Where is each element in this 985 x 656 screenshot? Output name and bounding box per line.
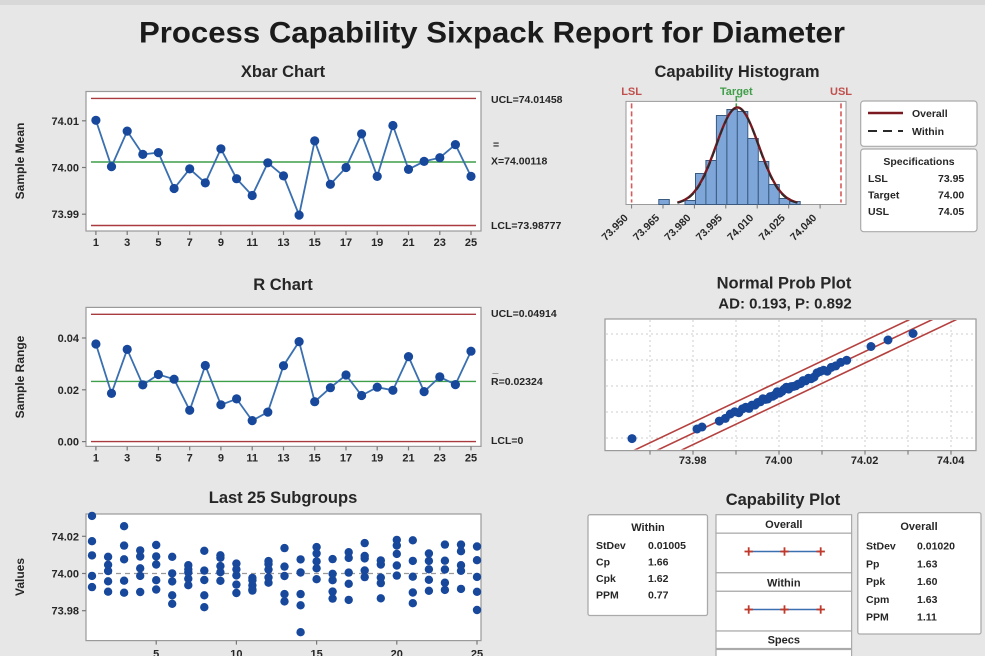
svg-text:15: 15 (309, 237, 321, 249)
svg-text:3: 3 (124, 237, 130, 249)
svg-text:Target: Target (868, 190, 900, 202)
svg-text:7: 7 (187, 452, 193, 464)
svg-text:11: 11 (246, 452, 258, 464)
svg-text:PPM: PPM (866, 612, 889, 624)
svg-text:74.04: 74.04 (937, 455, 965, 467)
svg-text:10: 10 (230, 649, 242, 656)
svg-text:Capability Histogram: Capability Histogram (654, 63, 819, 81)
svg-text:9: 9 (218, 452, 224, 464)
svg-text:1: 1 (93, 452, 99, 464)
svg-text:19: 19 (371, 452, 383, 464)
svg-text:X=74.00118: X=74.00118 (491, 156, 548, 168)
svg-text:Sample Mean: Sample Mean (13, 123, 27, 200)
svg-text:19: 19 (371, 237, 383, 249)
svg-text:74.00: 74.00 (51, 569, 79, 581)
svg-text:Overall: Overall (912, 108, 948, 120)
svg-text:0.01005: 0.01005 (648, 540, 686, 552)
svg-text:1.66: 1.66 (648, 557, 669, 569)
svg-text:AD: 0.193, P: 0.892: AD: 0.193, P: 0.892 (718, 296, 851, 313)
svg-text:73.98: 73.98 (679, 455, 707, 467)
svg-text:1: 1 (93, 237, 99, 249)
svg-text:5: 5 (155, 452, 161, 464)
svg-text:USL: USL (830, 86, 852, 98)
svg-text:0.01020: 0.01020 (917, 541, 955, 553)
svg-text:74.02: 74.02 (51, 531, 79, 543)
svg-text:13: 13 (277, 237, 289, 249)
svg-text:StDev: StDev (866, 541, 896, 553)
svg-text:UCL=74.01458: UCL=74.01458 (491, 94, 563, 106)
svg-text:Cp: Cp (596, 557, 610, 569)
svg-text:3: 3 (124, 452, 130, 464)
svg-text:23: 23 (434, 237, 446, 249)
svg-text:74.00: 74.00 (765, 455, 793, 467)
svg-text:Sample Range: Sample Range (13, 335, 27, 418)
svg-text:74.00: 74.00 (938, 190, 964, 202)
svg-text:Specifications: Specifications (883, 156, 954, 168)
svg-text:0.04: 0.04 (58, 333, 80, 345)
svg-text:1.11: 1.11 (917, 612, 937, 624)
svg-text:73.98: 73.98 (51, 606, 79, 618)
svg-text:23: 23 (434, 452, 446, 464)
svg-text:1.60: 1.60 (917, 576, 938, 588)
svg-text:1.62: 1.62 (648, 573, 669, 585)
svg-text:R Chart: R Chart (253, 276, 313, 294)
svg-text:Within: Within (767, 577, 801, 589)
svg-text:PPM: PPM (596, 590, 619, 602)
svg-text:0.02: 0.02 (58, 385, 79, 397)
svg-text:11: 11 (246, 237, 258, 249)
svg-text:74.00: 74.00 (51, 163, 79, 175)
svg-text:LCL=0: LCL=0 (491, 435, 524, 447)
svg-text:Cpm: Cpm (866, 594, 889, 606)
svg-text:17: 17 (340, 237, 352, 249)
svg-text:USL: USL (868, 206, 890, 218)
svg-text:StDev: StDev (596, 540, 626, 552)
svg-text:Within: Within (631, 522, 665, 534)
svg-text:=: = (493, 139, 499, 151)
svg-text:Overall: Overall (765, 519, 802, 531)
svg-text:R=0.02324: R=0.02324 (491, 376, 543, 388)
svg-text:73.95: 73.95 (938, 173, 964, 185)
svg-text:Cpk: Cpk (596, 573, 616, 585)
svg-text:1.63: 1.63 (917, 594, 938, 606)
svg-text:LSL: LSL (868, 173, 888, 185)
svg-text:UCL=0.04914: UCL=0.04914 (491, 308, 557, 320)
svg-text:5: 5 (155, 237, 161, 249)
svg-text:Last 25 Subgroups: Last 25 Subgroups (209, 489, 358, 507)
svg-text:25: 25 (465, 237, 477, 249)
svg-text:1.63: 1.63 (917, 558, 938, 570)
svg-text:Capability Plot: Capability Plot (726, 491, 841, 509)
svg-text:13: 13 (277, 452, 289, 464)
svg-text:0.77: 0.77 (648, 590, 669, 602)
svg-text:74.01: 74.01 (51, 116, 79, 128)
svg-text:7: 7 (187, 237, 193, 249)
svg-text:25: 25 (465, 452, 477, 464)
svg-text:LCL=73.98777: LCL=73.98777 (491, 220, 561, 232)
svg-text:Xbar Chart: Xbar Chart (241, 63, 326, 81)
svg-text:17: 17 (340, 452, 352, 464)
svg-text:0.00: 0.00 (58, 437, 79, 449)
svg-text:73.99: 73.99 (51, 209, 79, 221)
svg-text:Overall: Overall (900, 521, 937, 533)
svg-text:74.05: 74.05 (938, 206, 964, 218)
svg-text:5: 5 (153, 649, 159, 656)
svg-text:9: 9 (218, 237, 224, 249)
svg-text:21: 21 (402, 237, 414, 249)
svg-text:Ppk: Ppk (866, 576, 885, 588)
svg-text:Within: Within (912, 126, 944, 138)
svg-text:Process Capability Sixpack Rep: Process Capability Sixpack Report for Di… (139, 17, 845, 50)
svg-text:Normal Prob Plot: Normal Prob Plot (717, 275, 852, 293)
svg-text:74.02: 74.02 (851, 455, 879, 467)
svg-text:20: 20 (391, 649, 403, 656)
svg-text:21: 21 (402, 452, 414, 464)
svg-text:Target: Target (720, 86, 753, 98)
svg-text:Values: Values (13, 558, 27, 596)
svg-text:LSL: LSL (621, 86, 642, 98)
svg-text:Pp: Pp (866, 558, 879, 570)
svg-text:_: _ (492, 363, 499, 375)
svg-text:25: 25 (471, 649, 483, 656)
svg-text:15: 15 (309, 452, 321, 464)
svg-text:15: 15 (310, 649, 322, 656)
svg-text:Specs: Specs (768, 635, 800, 647)
